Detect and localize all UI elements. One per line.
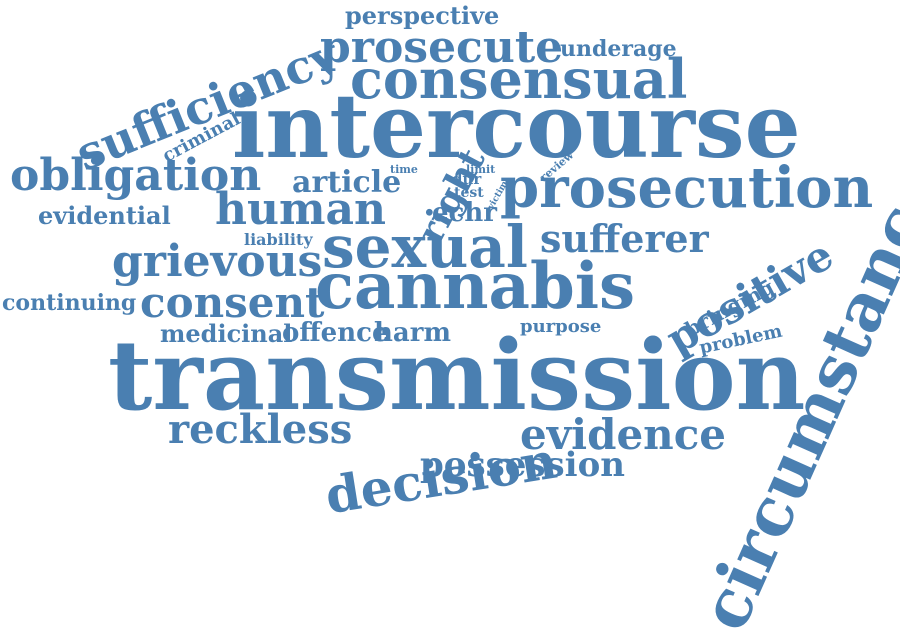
word-article: article — [292, 165, 402, 200]
word-transmission: transmission — [108, 319, 806, 432]
word-obligation: obligation — [10, 150, 262, 201]
word-prosecute: prosecute — [320, 22, 564, 73]
word-reckless: reckless — [168, 406, 353, 453]
word-cannabis: cannabis — [315, 249, 636, 324]
word-harm: harm — [374, 318, 451, 348]
word-human: human — [215, 184, 387, 235]
word-continuing: continuing — [2, 290, 137, 316]
word-perspective: perspective — [345, 1, 500, 30]
word-underage: underage — [560, 36, 677, 62]
word-grievous: grievous — [112, 236, 323, 287]
word-consent: consent — [140, 278, 325, 327]
word-prosecution: prosecution — [500, 155, 874, 221]
word-offence: offence — [282, 318, 389, 348]
word-purpose: purpose — [520, 316, 602, 337]
word-time: time — [390, 163, 418, 176]
word-evidential: evidential — [38, 201, 171, 230]
word-echr: echr — [432, 198, 497, 228]
word-intercourse: intercourse — [232, 74, 801, 178]
word-sexual: sexual — [322, 213, 528, 281]
word-liability: liability — [244, 230, 313, 249]
word-dur: dur — [452, 170, 482, 188]
word-medicinal: medicinal — [160, 319, 293, 348]
word-consensual: consensual — [350, 47, 688, 111]
word-possession: possession — [420, 445, 625, 485]
word-evidence: evidence — [520, 410, 727, 459]
word-sufferer: sufferer — [540, 216, 709, 261]
word-test: test — [454, 185, 484, 201]
word-limit: limit — [466, 163, 496, 176]
